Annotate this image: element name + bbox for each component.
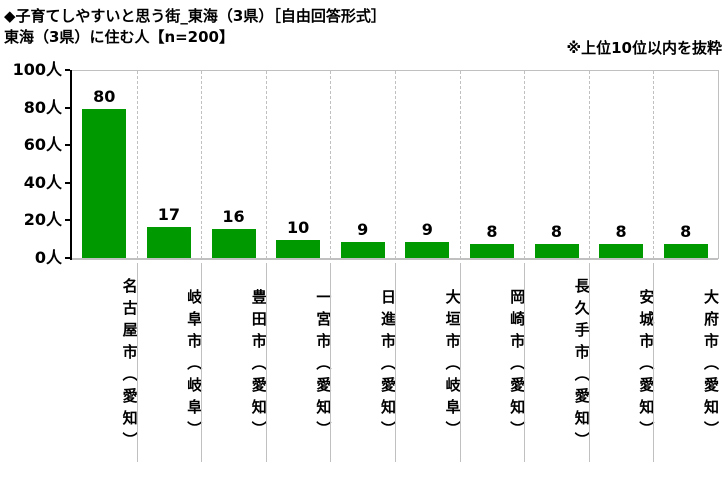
plot-area: 80 17 16 10 9 9 8 8 8 8 bbox=[72, 70, 719, 259]
category-label: 長久手市（愛知） bbox=[572, 278, 591, 454]
category-label: 岡崎市（愛知） bbox=[508, 289, 527, 443]
y-axis-tick-mark bbox=[65, 181, 70, 184]
chart-note: ※上位10位以内を抜粋 bbox=[566, 39, 722, 57]
label-separator-line bbox=[395, 263, 396, 462]
bar bbox=[211, 228, 256, 259]
bar-value-label: 8 bbox=[615, 221, 627, 241]
y-axis-tick-mark bbox=[65, 144, 70, 147]
y-axis-tick-label: 20人 bbox=[23, 210, 62, 230]
chart-title: ◆子育てしやすいと思う街_東海（3県）［自由回答形式］ bbox=[4, 7, 386, 25]
y-axis-tick-label: 40人 bbox=[23, 172, 62, 192]
bar-value-label: 17 bbox=[157, 205, 181, 225]
y-axis-tick-mark bbox=[65, 219, 70, 222]
category-label: 一宮市（愛知） bbox=[314, 289, 333, 443]
bar bbox=[405, 242, 450, 259]
bar-value-label: 8 bbox=[550, 221, 563, 241]
category-label: 日進市（愛知） bbox=[378, 289, 397, 443]
category-label: 名古屋市（愛知） bbox=[120, 278, 139, 454]
bar-value-label: 9 bbox=[421, 220, 433, 240]
label-separator-line bbox=[524, 263, 526, 462]
bar bbox=[146, 227, 191, 259]
category-separator-line bbox=[201, 71, 203, 259]
bar bbox=[599, 243, 644, 259]
category-label: 豊田市（愛知） bbox=[249, 289, 268, 443]
bar bbox=[663, 243, 708, 259]
category-label: 大垣市（岐阜） bbox=[443, 289, 462, 443]
label-separator-line bbox=[330, 263, 332, 462]
bar bbox=[82, 108, 127, 259]
bar-value-label: 10 bbox=[286, 218, 310, 238]
chart-subtitle: 東海（3県）に住む人【n=200】 bbox=[4, 28, 234, 46]
y-axis-tick-label: 80人 bbox=[23, 97, 62, 117]
bar-value-label: 80 bbox=[93, 86, 116, 106]
y-axis-tick-mark bbox=[65, 106, 70, 109]
category-separator-line bbox=[395, 71, 396, 259]
category-separator-line bbox=[459, 71, 461, 259]
category-separator-line bbox=[330, 71, 332, 259]
bar-value-label: 8 bbox=[486, 221, 498, 241]
category-label: 大府市（愛知） bbox=[701, 289, 720, 443]
y-axis-tick-label: 100人 bbox=[12, 60, 62, 79]
category-separator-line bbox=[588, 71, 590, 259]
y-axis-line bbox=[70, 70, 72, 260]
bar-value-label: 9 bbox=[357, 220, 369, 240]
bar bbox=[534, 243, 579, 259]
y-axis-tick-mark bbox=[65, 69, 70, 71]
category-label: 岐阜市（岐阜） bbox=[185, 289, 204, 443]
y-axis-tick-mark bbox=[65, 257, 70, 259]
category-label-area: 名古屋市（愛知） 岐阜市（岐阜） 豊田市（愛知） 一宮市（愛知） 日進市（愛知） 大垣市（… bbox=[72, 260, 720, 462]
category-separator-line bbox=[265, 71, 267, 259]
label-separator-line bbox=[588, 263, 590, 462]
bar-value-label: 16 bbox=[222, 206, 245, 226]
label-separator-line bbox=[201, 263, 203, 462]
bar bbox=[469, 243, 514, 259]
label-separator-line bbox=[653, 263, 655, 462]
y-axis-tick-label: 0人 bbox=[34, 248, 62, 267]
category-label: 安城市（愛知） bbox=[637, 289, 656, 443]
bar bbox=[340, 242, 385, 259]
bar-value-label: 8 bbox=[680, 221, 692, 241]
y-axis-tick-label: 60人 bbox=[23, 135, 62, 155]
category-separator-line bbox=[524, 71, 526, 259]
x-axis-baseline bbox=[72, 258, 718, 260]
label-separator-line bbox=[136, 263, 138, 462]
category-separator-line bbox=[136, 71, 138, 259]
label-separator-line bbox=[459, 263, 461, 462]
bar bbox=[276, 240, 321, 259]
label-separator-line bbox=[265, 263, 267, 462]
category-separator-line bbox=[653, 71, 655, 259]
